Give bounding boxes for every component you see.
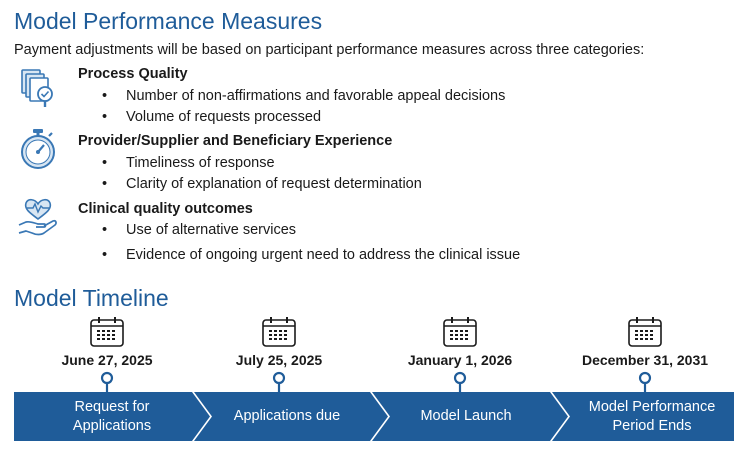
milestone-date: January 1, 2026 <box>407 352 513 368</box>
calendar-icon <box>262 317 296 347</box>
timeline-milestone: June 27, 2025 <box>32 316 182 392</box>
location-pin-icon <box>638 371 652 392</box>
category-heading-experience: Provider/Supplier and Beneficiary Experi… <box>78 133 393 149</box>
location-pin-icon <box>453 371 467 392</box>
timeline-milestone: January 1, 2026 <box>385 316 535 392</box>
location-pin-icon <box>100 371 114 392</box>
calendar-icon <box>90 317 124 347</box>
calendar-icon <box>628 317 662 347</box>
timeline-milestone: July 25, 2025 <box>204 316 354 392</box>
milestone-date: December 31, 2031 <box>581 352 709 368</box>
category-heading-clinical: Clinical quality outcomes <box>78 201 253 217</box>
category-heading-process-quality: Process Quality <box>78 66 188 82</box>
chevron-step-label: Model Launch <box>420 408 512 425</box>
stopwatch-icon <box>21 129 55 169</box>
section-title-performance: Model Performance Measures <box>14 8 323 34</box>
hand-heart-icon <box>18 198 57 236</box>
chevron-step-label: Applications due <box>233 408 341 425</box>
chevron-step-label: Request for Applications <box>72 398 152 434</box>
timeline-milestone: December 31, 2031 <box>570 316 720 392</box>
intro-text: Payment adjustments will be based on par… <box>14 42 645 58</box>
chevron-step-2 <box>194 392 388 441</box>
documents-magnifier-icon <box>21 69 53 107</box>
location-pin-icon <box>272 371 286 392</box>
milestone-date: June 27, 2025 <box>61 352 153 368</box>
section-title-timeline: Model Timeline <box>14 285 169 311</box>
chevron-step-4 <box>552 392 734 441</box>
calendar-icon <box>443 317 477 347</box>
chevron-step-label: Model Performance Period Ends <box>588 398 716 434</box>
timeline-chevron-bar <box>14 392 734 441</box>
chevron-step-1 <box>14 392 210 441</box>
chevron-step-3 <box>372 392 568 441</box>
milestone-date: July 25, 2025 <box>235 352 323 368</box>
